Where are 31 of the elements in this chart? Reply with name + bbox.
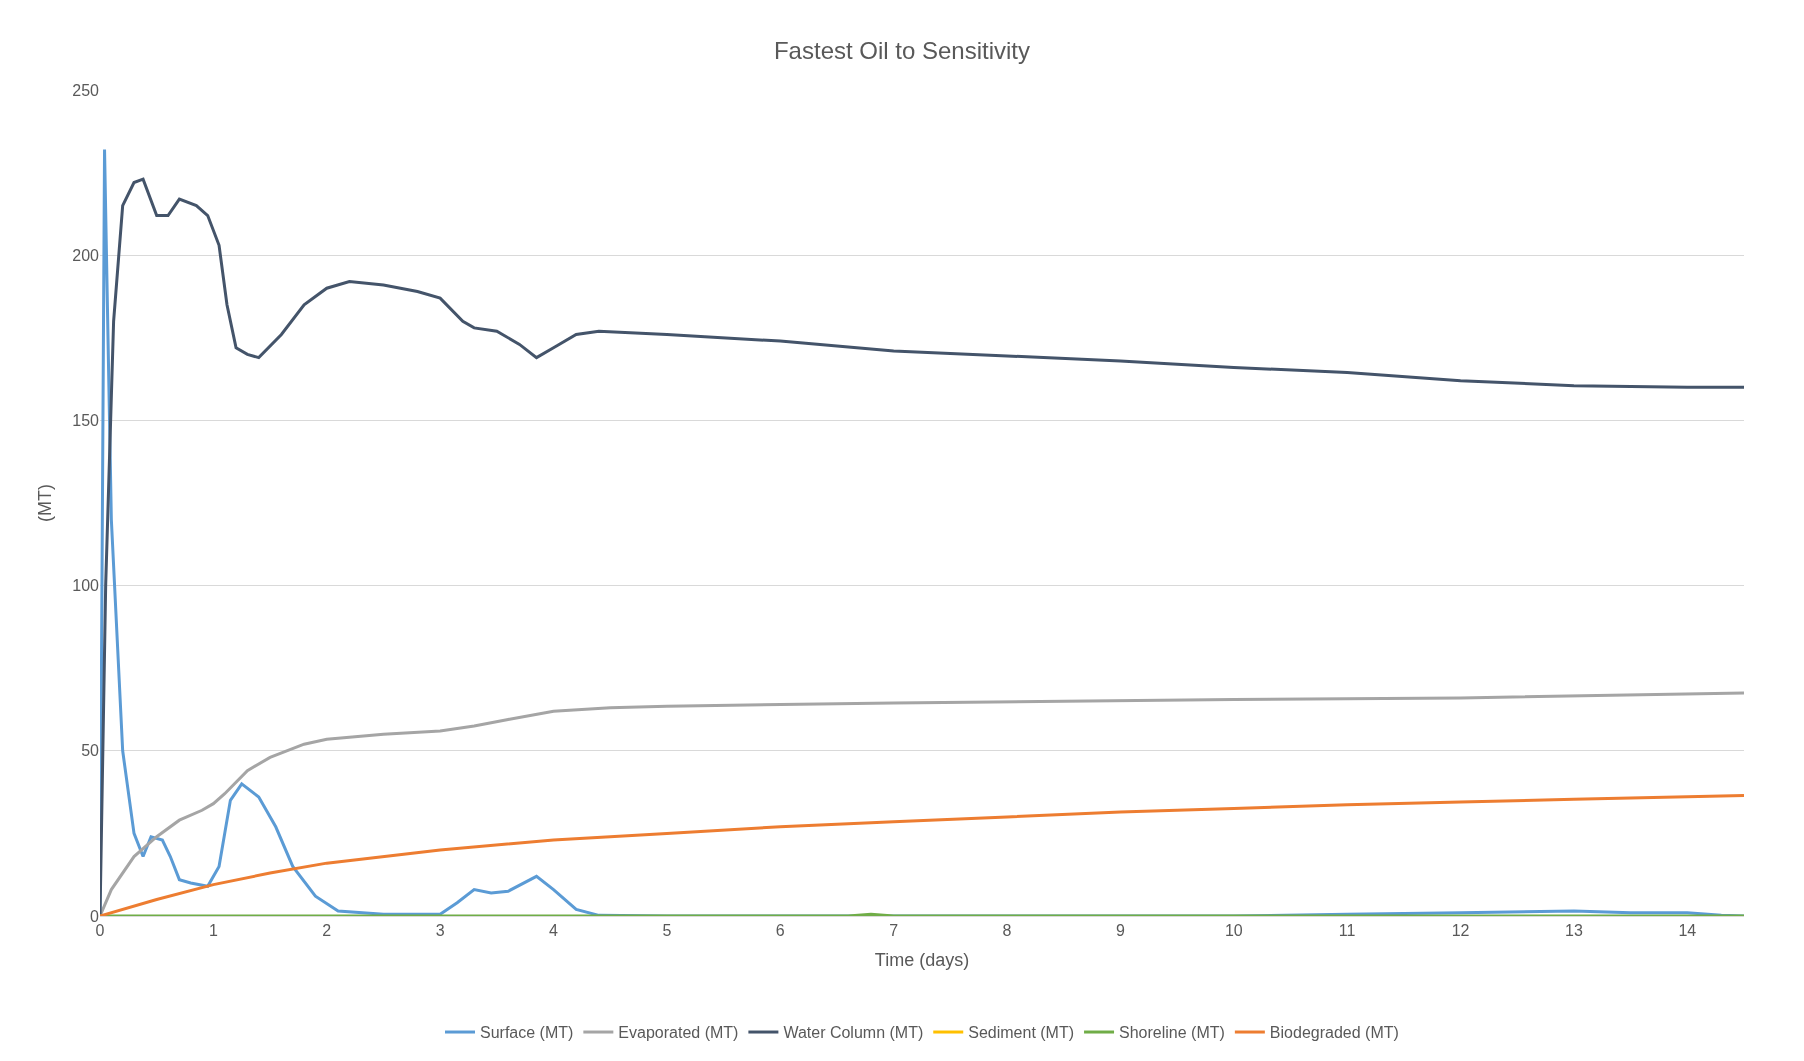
line-series (100, 691, 1744, 916)
x-axis-title: Time (days) (874, 950, 970, 971)
y-axis-title: (MT) (35, 484, 56, 522)
legend-label: Evaporated (MT) (618, 1024, 739, 1042)
x-tick-label: 7 (889, 922, 899, 940)
legend-label: Shoreline (MT) (1119, 1024, 1225, 1042)
legend-label: Surface (MT) (480, 1024, 574, 1042)
x-tick-label: 11 (1338, 922, 1356, 940)
y-tick-label: 200 (72, 246, 100, 264)
x-tick-label: 9 (1115, 922, 1125, 940)
x-tick-label: 4 (549, 922, 559, 940)
y-tick-label: 0 (90, 907, 100, 925)
line-series (100, 793, 1744, 916)
x-tick-label: 5 (662, 922, 672, 940)
legend-label: Water Column (MT) (783, 1024, 924, 1042)
y-tick-label: 100 (72, 577, 100, 595)
x-tick-label: 8 (1002, 922, 1012, 940)
x-tick-label: 12 (1451, 922, 1470, 940)
x-tick-label: 6 (775, 922, 785, 940)
x-tick-label: 1 (208, 922, 218, 940)
y-tick-label: 250 (72, 81, 100, 99)
x-tick-label: 14 (1678, 922, 1697, 940)
y-tick-label: 50 (81, 742, 100, 760)
x-tick-label: 3 (435, 922, 445, 940)
x-tick-label: 2 (322, 922, 332, 940)
legend-label: Biodegraded (MT) (1269, 1024, 1399, 1042)
chart-title: Fastest Oil to Sensitivity (773, 37, 1031, 65)
x-tick-label: 10 (1224, 922, 1243, 940)
legend-label: Sediment (MT) (968, 1024, 1075, 1042)
x-tick-label: 13 (1565, 922, 1583, 940)
y-tick-label: 150 (72, 412, 100, 429)
